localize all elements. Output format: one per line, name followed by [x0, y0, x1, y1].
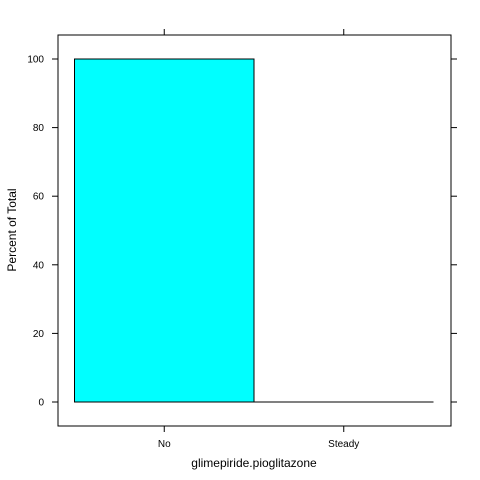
y-axis: 0 20 40 60 80 100	[27, 55, 457, 409]
bar-no	[74, 58, 255, 403]
x-axis: No Steady	[158, 29, 359, 450]
y-tick-label: 0	[38, 398, 44, 409]
plot-panel	[57, 34, 452, 427]
y-axis-label: Percent of Total	[5, 188, 19, 271]
y-tick-label: 40	[33, 260, 45, 271]
x-axis-label: glimepiride.pioglitazone	[191, 456, 317, 470]
y-tick-label: 80	[33, 123, 45, 134]
x-tick-label: Steady	[328, 439, 359, 450]
bars	[74, 58, 434, 403]
x-tick-label: No	[158, 439, 171, 450]
y-tick-label: 20	[33, 329, 45, 340]
y-tick-label: 60	[33, 192, 45, 203]
y-tick-label: 100	[27, 55, 44, 66]
